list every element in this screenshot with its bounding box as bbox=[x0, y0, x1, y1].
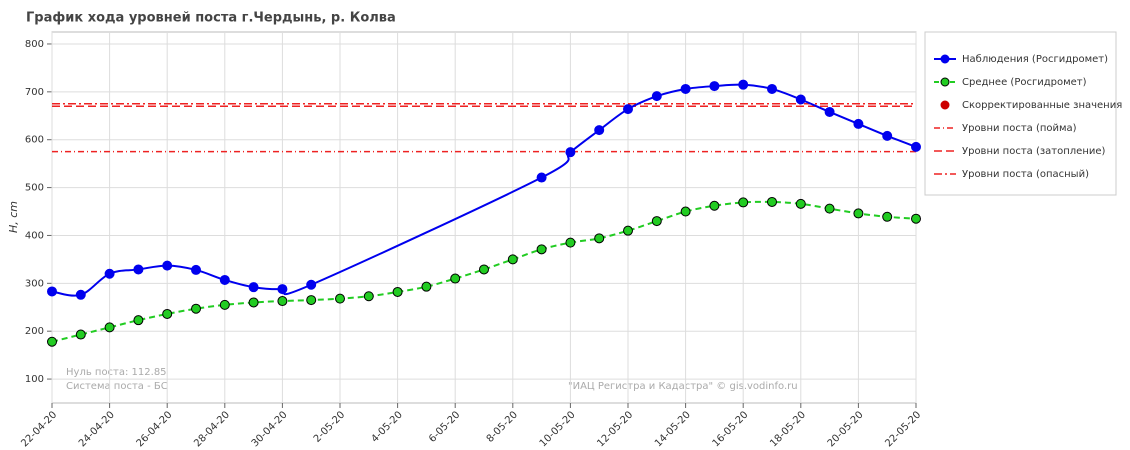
x-tick-label: 4-05-20 bbox=[369, 409, 404, 444]
x-tick-label: 20-05-20 bbox=[826, 409, 866, 449]
legend-marker bbox=[940, 100, 950, 110]
y-axis-label: H, cm bbox=[7, 201, 20, 233]
y-tick-label: 100 bbox=[25, 374, 44, 385]
annotation: "ИАЦ Регистра и Кадастра" © gis.vodinfo.… bbox=[568, 381, 798, 392]
data-point bbox=[306, 279, 317, 290]
data-point bbox=[162, 260, 173, 271]
legend-label: Уровни поста (опасный) bbox=[962, 169, 1089, 180]
x-tick-label: 22-05-20 bbox=[883, 409, 923, 449]
x-tick-label: 10-05-20 bbox=[538, 409, 578, 449]
data-point bbox=[882, 211, 893, 222]
x-tick-label: 12-05-20 bbox=[595, 409, 635, 449]
legend-label: Среднее (Росгидромет) bbox=[962, 77, 1087, 88]
data-point bbox=[824, 106, 835, 117]
legend-label: Уровни поста (пойма) bbox=[962, 123, 1077, 134]
x-tick-label: 26-04-20 bbox=[135, 409, 175, 449]
data-point bbox=[248, 282, 259, 293]
annotation: Нуль поста: 112.85 bbox=[66, 367, 167, 378]
data-point bbox=[133, 315, 144, 326]
data-point bbox=[104, 322, 115, 333]
data-point bbox=[306, 295, 317, 306]
x-tick-label: 18-05-20 bbox=[768, 409, 808, 449]
data-point bbox=[853, 208, 864, 219]
data-point bbox=[392, 286, 403, 297]
data-point bbox=[594, 125, 605, 136]
x-tick-label: 24-04-20 bbox=[77, 409, 117, 449]
annotation: Система поста - БС bbox=[66, 381, 168, 392]
data-point bbox=[335, 293, 345, 304]
legend-label: Скорректированные значения bbox=[962, 100, 1122, 111]
x-tick-label: 28-04-20 bbox=[192, 409, 232, 449]
x-tick-label: 8-05-20 bbox=[485, 409, 520, 444]
y-tick-label: 300 bbox=[25, 278, 44, 289]
data-point bbox=[709, 200, 720, 211]
data-point bbox=[651, 216, 662, 227]
data-point bbox=[767, 83, 777, 94]
x-tick-label: 2-05-20 bbox=[312, 409, 347, 444]
data-point bbox=[536, 244, 547, 255]
chart-title: График хода уровней поста г.Чердынь, р. … bbox=[26, 11, 396, 26]
data-point bbox=[594, 233, 605, 244]
plot-area bbox=[51, 31, 917, 404]
data-point bbox=[450, 273, 461, 284]
data-point bbox=[162, 308, 173, 319]
x-tick-label: 6-05-20 bbox=[427, 409, 462, 444]
data-point bbox=[133, 264, 144, 275]
x-tick-label: 16-05-20 bbox=[711, 409, 751, 449]
data-point bbox=[911, 213, 921, 224]
series-line bbox=[51, 83, 917, 297]
data-point bbox=[277, 296, 288, 307]
data-point bbox=[680, 83, 691, 94]
x-tick-label: 22-04-20 bbox=[19, 409, 59, 449]
data-point bbox=[853, 118, 864, 129]
data-point bbox=[565, 237, 576, 248]
data-point bbox=[911, 141, 921, 152]
data-point bbox=[680, 206, 691, 217]
y-tick-label: 700 bbox=[25, 87, 44, 98]
data-point bbox=[738, 197, 749, 208]
data-point bbox=[767, 196, 777, 207]
data-point bbox=[219, 274, 230, 285]
data-point bbox=[421, 281, 432, 292]
data-point bbox=[507, 254, 518, 265]
y-tick-label: 400 bbox=[25, 230, 44, 241]
y-tick-label: 500 bbox=[25, 183, 44, 194]
data-point bbox=[709, 81, 720, 92]
data-point bbox=[75, 289, 86, 300]
data-point bbox=[47, 286, 57, 297]
data-point bbox=[219, 299, 230, 310]
data-point bbox=[479, 264, 489, 275]
y-tick-label: 800 bbox=[25, 39, 44, 50]
data-point bbox=[191, 264, 201, 275]
data-point bbox=[191, 303, 201, 314]
data-point bbox=[47, 336, 57, 347]
data-point bbox=[363, 291, 374, 302]
data-point bbox=[882, 130, 893, 141]
data-point bbox=[623, 225, 633, 236]
data-point bbox=[536, 172, 547, 183]
x-tick-label: 14-05-20 bbox=[653, 409, 693, 449]
data-point bbox=[75, 329, 86, 340]
legend-label: Уровни поста (затопление) bbox=[962, 146, 1106, 157]
y-tick-label: 200 bbox=[25, 326, 44, 337]
data-point bbox=[738, 79, 749, 90]
data-point bbox=[651, 91, 662, 102]
x-tick-label: 30-04-20 bbox=[250, 409, 290, 449]
legend-marker bbox=[940, 54, 950, 64]
data-point bbox=[824, 203, 835, 214]
legend-marker bbox=[940, 77, 950, 87]
legend-box bbox=[924, 31, 1117, 196]
data-point bbox=[623, 104, 633, 115]
data-point bbox=[795, 94, 806, 105]
y-tick-label: 600 bbox=[25, 135, 44, 146]
data-point bbox=[565, 147, 576, 158]
data-point bbox=[277, 284, 288, 295]
legend-label: Наблюдения (Росгидромет) bbox=[962, 54, 1108, 65]
data-point bbox=[104, 268, 115, 279]
data-point bbox=[795, 198, 806, 209]
data-point bbox=[248, 297, 259, 308]
